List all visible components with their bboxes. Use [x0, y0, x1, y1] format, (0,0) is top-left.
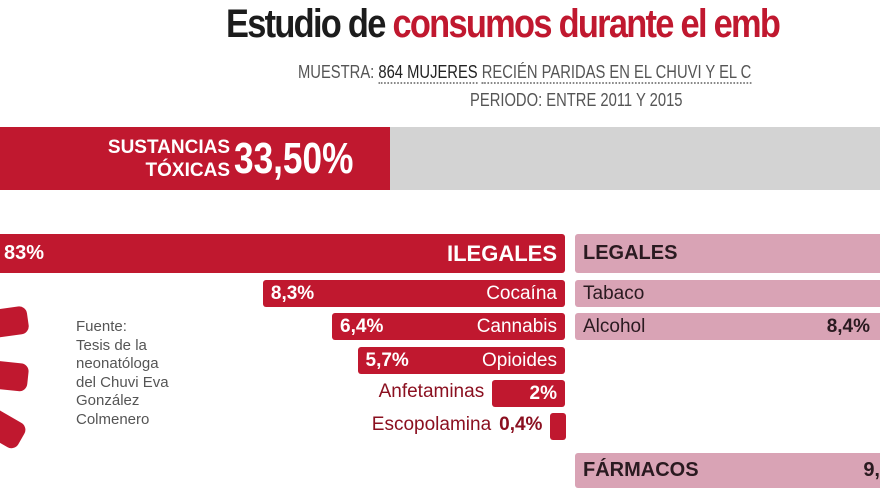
ilegal-bar-cocaína: 8,3% Cocaína [262, 280, 565, 307]
ilegal-bar-anfetaminas: 2% [492, 380, 565, 407]
decorative-shape [0, 359, 30, 393]
decorative-shape [0, 305, 30, 339]
bar-value: 0,4% [499, 414, 543, 435]
bar-label: Cannabis [476, 315, 557, 337]
farmacos-bar: FÁRMACOS 9, [575, 453, 880, 488]
legal-bar-tabaco: Tabaco [575, 280, 880, 307]
ilegales-header-bar: 83% ILEGALES [0, 234, 565, 273]
source-note: Fuente: Tesis de la neonatóloga del Chuv… [76, 318, 169, 428]
bar-label-outside: Escopolamina 0,4% [372, 414, 543, 436]
ilegal-bar-cannabis: 6,4% Cannabis [332, 313, 565, 340]
bar-value: 8,3% [270, 282, 315, 304]
bar-label-outside: Anfetaminas [379, 381, 485, 403]
total-bar-remainder [390, 127, 880, 190]
ilegal-bar-opioides: 5,7% Opioides [357, 347, 565, 374]
bar-label: Opioides [481, 349, 557, 371]
legales-header-bar: LEGALES [575, 234, 880, 273]
bar-value: 2% [529, 382, 557, 404]
bar-value: 5,7% [365, 349, 409, 371]
bar-label: Anfetaminas [378, 381, 485, 402]
ilegal-bar-escopolamina [550, 413, 567, 440]
chart-title: Estudio de consumos durante el emb [226, 2, 781, 46]
total-label: SUSTANCIAS TÓXICAS [107, 137, 230, 181]
bar-label: Cocaína [486, 282, 557, 304]
total-bar [0, 127, 390, 190]
bar-label: Escopolamina [371, 414, 492, 435]
bar-value: 6,4% [340, 315, 384, 337]
subtitle-muestra: MUESTRA: 864 MUJERES RECIÉN PARIDAS EN E… [298, 62, 752, 84]
legal-bar-alcohol: Alcohol 8,4% [575, 313, 880, 340]
subtitle-periodo: PERIODO: ENTRE 2011 Y 2015 [470, 90, 683, 110]
total-value: 33,50% [234, 134, 354, 183]
decorative-shape [0, 406, 29, 452]
